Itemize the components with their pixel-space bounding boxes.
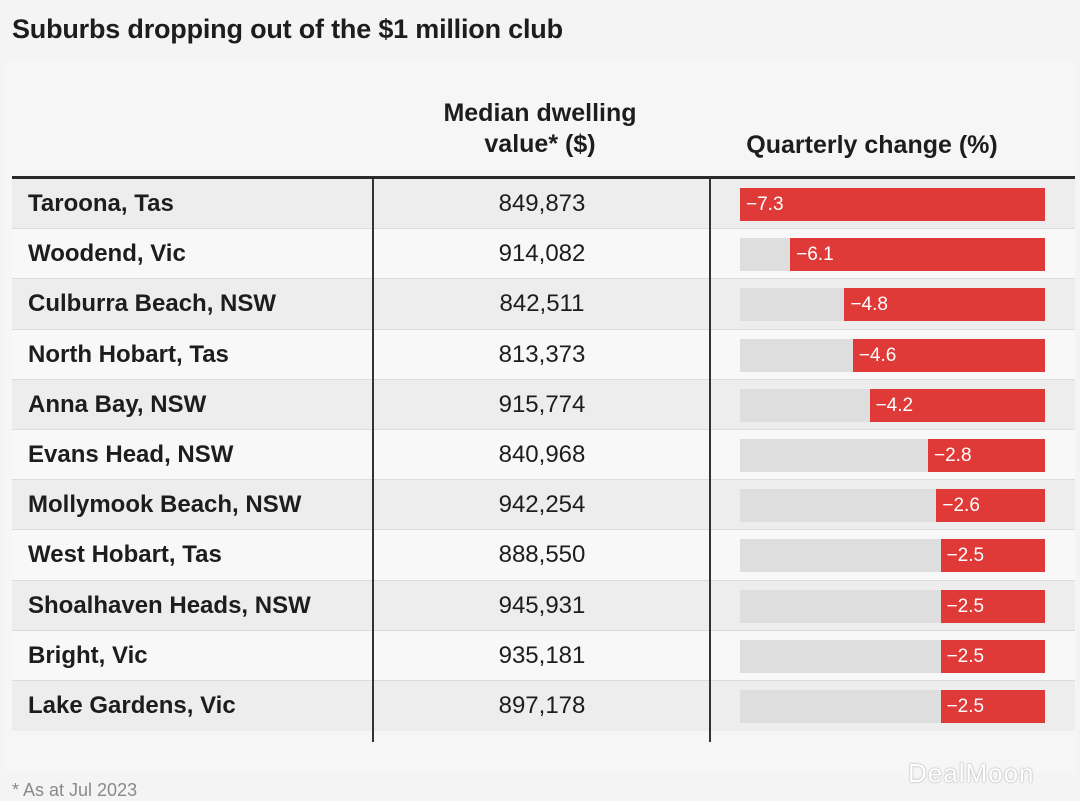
- change-bar: −6.1: [790, 238, 1045, 272]
- median-value: 849,873: [498, 190, 586, 217]
- table-row: Shoalhaven Heads, NSW 945,931 −2.5: [12, 580, 1075, 631]
- chart-title: Suburbs dropping out of the $1 million c…: [12, 14, 563, 44]
- table-row: Bright, Vic 935,181 −2.5: [12, 630, 1075, 681]
- median-value: 942,254: [498, 491, 586, 519]
- column-header-value-line2: value* ($): [484, 130, 596, 158]
- table-row: Anna Bay, NSW 915,774 −4.2: [12, 379, 1075, 430]
- median-value: 915,774: [498, 390, 586, 418]
- median-value: 842,511: [499, 290, 585, 318]
- footnote: * As at Jul 2023: [12, 780, 138, 800]
- median-value: 935,181: [498, 641, 586, 669]
- change-bar: −2.8: [928, 438, 1045, 472]
- change-label: −2.5: [946, 645, 985, 667]
- table-row: Culburra Beach, NSW 842,511 −4.8: [12, 279, 1075, 330]
- median-value: 914,082: [498, 240, 586, 268]
- change-label: −6.1: [796, 244, 834, 266]
- change-label: −4.2: [875, 394, 914, 416]
- change-label: −2.5: [946, 695, 985, 717]
- change-bar: −2.5: [940, 689, 1045, 723]
- change-label: −4.6: [858, 344, 897, 366]
- change-label: −2.8: [934, 444, 972, 466]
- table-row: Evans Head, NSW 840,968 −2.8: [12, 429, 1075, 481]
- table-row: Mollymook Beach, NSW 942,254 −2.6: [12, 480, 1075, 531]
- suburb-name: Culburra Beach, NSW: [28, 290, 277, 318]
- bar-track: −2.5: [740, 539, 1045, 573]
- median-value: 888,550: [498, 541, 586, 569]
- change-bar: −2.5: [940, 589, 1045, 623]
- bar-track: −4.8: [740, 288, 1045, 322]
- bar-track: −2.5: [740, 689, 1045, 723]
- bar-track: −2.5: [740, 639, 1045, 673]
- bar-track: −2.8: [740, 438, 1045, 472]
- change-label: −7.3: [746, 194, 784, 215]
- suburb-name: Shoalhaven Heads, NSW: [28, 591, 311, 619]
- suburb-name: Woodend, Vic: [28, 240, 186, 268]
- bar-track: −6.1: [740, 238, 1045, 272]
- change-label: −2.6: [942, 495, 980, 517]
- watermark-logo: DealMoon: [908, 758, 1035, 788]
- table-row: North Hobart, Tas 813,373 −4.6: [12, 329, 1075, 380]
- suburb-name: Evans Head, NSW: [28, 440, 234, 468]
- bar-track: −2.5: [740, 589, 1045, 623]
- column-divider-2: [709, 179, 711, 742]
- change-bar: −2.6: [936, 489, 1045, 523]
- table-row: Woodend, Vic 914,082 −6.1: [12, 229, 1075, 280]
- bar-track: −4.6: [740, 338, 1045, 372]
- change-label: −2.5: [946, 595, 985, 617]
- column-header-value-line1: Median dwelling: [443, 99, 637, 127]
- table-row: Lake Gardens, Vic 897,178 −2.5: [12, 680, 1075, 732]
- suburb-name: West Hobart, Tas: [28, 541, 222, 569]
- change-bar: −4.8: [844, 288, 1045, 322]
- suburb-name: North Hobart, Tas: [28, 340, 229, 368]
- median-value: 813,373: [498, 340, 586, 368]
- change-label: −2.5: [946, 545, 985, 567]
- suburb-name: Lake Gardens, Vic: [28, 691, 236, 719]
- bar-track: −4.2: [740, 388, 1045, 422]
- change-bar: −7.3: [740, 188, 1045, 221]
- change-bar: −4.6: [852, 338, 1045, 372]
- suburb-name: Bright, Vic: [28, 641, 148, 669]
- header-divider: [12, 176, 1075, 179]
- suburb-name: Taroona, Tas: [28, 190, 174, 217]
- bar-track: −2.6: [740, 489, 1045, 523]
- change-bar: −4.2: [869, 388, 1045, 422]
- suburb-name: Mollymook Beach, NSW: [28, 491, 302, 519]
- column-header-value: Median dwelling value* ($): [420, 98, 660, 160]
- bar-track: −7.3: [740, 188, 1045, 221]
- column-divider-1: [372, 179, 374, 742]
- suburb-name: Anna Bay, NSW: [28, 390, 207, 418]
- column-header-change: Quarterly change (%): [746, 131, 998, 159]
- change-label: −4.8: [850, 294, 888, 316]
- median-value: 897,178: [498, 691, 586, 719]
- change-bar: −2.5: [940, 539, 1045, 573]
- median-value: 945,931: [498, 591, 586, 619]
- change-bar: −2.5: [940, 639, 1045, 673]
- median-value: 840,968: [498, 440, 586, 468]
- table-row: Taroona, Tas 849,873 −7.3: [12, 179, 1075, 230]
- table-row: West Hobart, Tas 888,550 −2.5: [12, 530, 1075, 581]
- table-body: Taroona, Tas 849,873 −7.3 Woodend, Vic 914,0…: [12, 179, 1075, 732]
